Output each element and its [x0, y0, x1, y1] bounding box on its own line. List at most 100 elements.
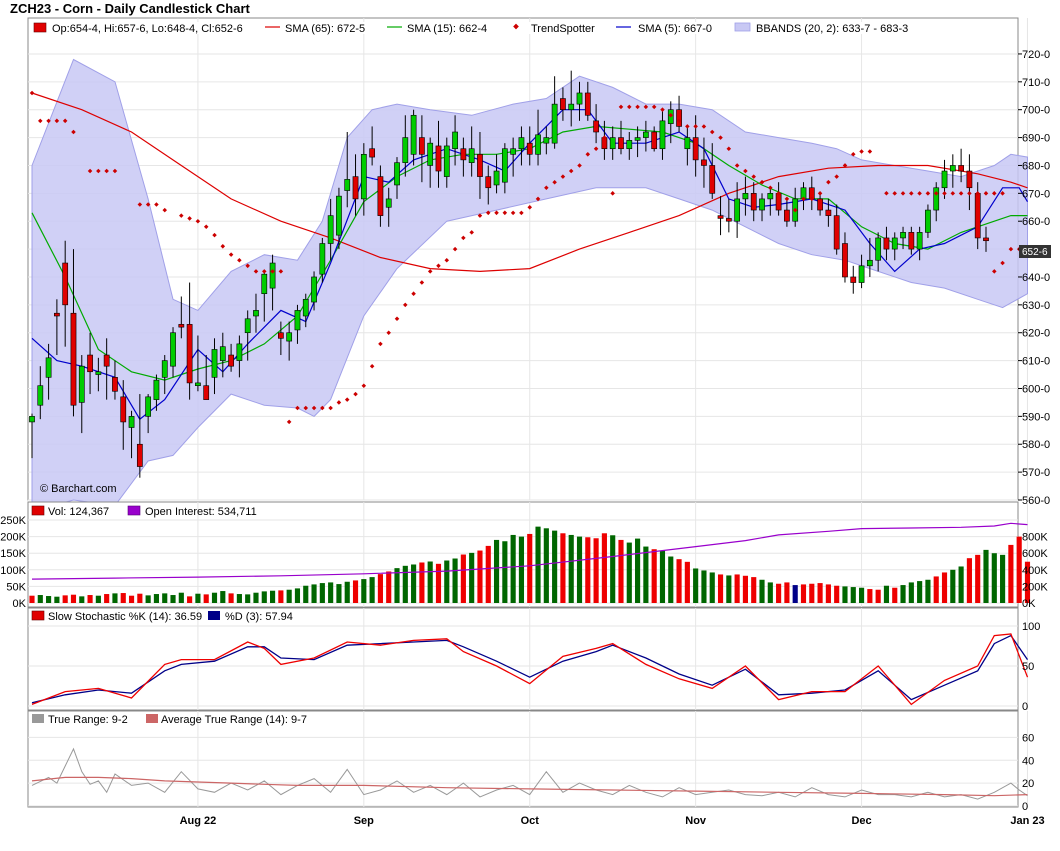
- candle-body: [103, 354, 110, 367]
- trendspotter-dot: [203, 224, 209, 230]
- candle-body: [560, 98, 566, 110]
- trendspotter-dot: [286, 419, 292, 425]
- trendspotter-dot: [245, 263, 250, 269]
- candle-body: [933, 187, 940, 211]
- candle-body: [170, 332, 176, 367]
- candle-body: [319, 243, 326, 275]
- candle-body: [402, 137, 409, 163]
- candle-body: [974, 193, 981, 239]
- true-range-tick-label: 40: [1022, 755, 1034, 767]
- true-range-tick-label: 0: [1022, 801, 1028, 813]
- ohlc-legend: Op:654-4, Hi:657-6, Lo:648-4, Cl:652-6: [52, 23, 243, 35]
- candle-body: [120, 396, 127, 423]
- volume-bar: [145, 595, 151, 603]
- trendspotter-dot: [311, 405, 317, 411]
- candle-body: [452, 131, 458, 150]
- trendspotter-dot: [693, 124, 698, 129]
- trendspotter-dot: [544, 185, 549, 191]
- candle-body: [725, 218, 732, 222]
- volume-axis-ticks: 0K 50K 100K 150K 200K 250K 0K 200K 400K 600K 800K: [0, 515, 1048, 610]
- price-tick-label: 630-0: [1022, 300, 1050, 312]
- volume-bar: [610, 535, 616, 603]
- trendspotter-dot: [801, 196, 806, 202]
- stochastic-panel-frame: [27, 607, 1019, 711]
- volume-bar: [319, 583, 325, 603]
- volume-bar: [236, 594, 242, 603]
- candle-body: [186, 324, 193, 384]
- trendspotter-dot: [104, 168, 109, 174]
- trendspotter-dot: [992, 191, 997, 196]
- trendspotter-dot: [386, 330, 391, 335]
- volume-bar: [120, 593, 126, 603]
- volume-bar: [211, 592, 218, 603]
- candle-body: [759, 198, 765, 211]
- candle-body: [568, 103, 575, 110]
- volume-bar: [552, 530, 558, 603]
- true-range-axis-ticks: 0 20 40 60: [1022, 732, 1034, 813]
- volume-bar: [178, 592, 184, 603]
- volume-bar: [245, 594, 251, 603]
- candle-body: [468, 148, 475, 163]
- candle-body: [203, 385, 210, 400]
- vol-legend: Vol: 124,367: [48, 506, 109, 518]
- volume-bar: [162, 593, 168, 603]
- volume-bar: [734, 574, 740, 603]
- volume-right-tick-label: 400K: [1022, 565, 1048, 577]
- trendspotter-dot: [369, 363, 375, 369]
- volume-bar: [975, 554, 981, 603]
- trendspotter-dot: [378, 341, 383, 347]
- candle-body: [45, 357, 52, 378]
- trendspotter-dot: [328, 405, 333, 411]
- trendspotter-dot: [411, 291, 416, 296]
- volume-bar: [452, 558, 458, 603]
- trendspotter-dot: [519, 210, 524, 216]
- price-tick-label: 700-0: [1022, 105, 1050, 117]
- volume-bar: [112, 593, 118, 603]
- last-price-badge: [1019, 245, 1051, 258]
- volume-bar: [402, 565, 408, 603]
- volume-bar: [477, 550, 483, 603]
- candle-body: [195, 382, 201, 386]
- volume-bar: [543, 528, 549, 603]
- candle-body: [219, 346, 226, 361]
- candle-body: [651, 131, 658, 150]
- candle-body: [734, 198, 741, 222]
- volume-bar: [809, 583, 815, 603]
- candle-body: [311, 276, 317, 303]
- bbands-legend: BBANDS (20, 2): 633-7 - 683-3: [756, 23, 908, 35]
- volume-bar: [261, 591, 267, 603]
- candle-body: [949, 165, 956, 172]
- candle-body: [294, 310, 301, 331]
- trendspotter-dot: [270, 269, 275, 274]
- volume-bar: [278, 590, 284, 603]
- oi-swatch: [127, 505, 141, 516]
- trendspotter-dot: [195, 218, 201, 224]
- candle-body: [153, 379, 160, 400]
- trendspotter-dot: [361, 383, 367, 388]
- trendspotter-legend: TrendSpotter: [531, 23, 595, 35]
- candlesticks: [29, 70, 989, 478]
- volume-left-tick-label: 100K: [0, 565, 26, 577]
- volume-bar: [518, 536, 525, 603]
- volume-bar: [883, 585, 890, 603]
- tr-legend: True Range: 9-2: [48, 714, 128, 726]
- trendspotter-dot: [568, 168, 574, 174]
- price-tick-label: 660-0: [1022, 216, 1050, 228]
- volume-right-tick-label: 600K: [1022, 548, 1048, 560]
- price-tick-label: 620-0: [1022, 328, 1050, 340]
- candle-body: [717, 215, 724, 219]
- volume-bar: [311, 584, 317, 603]
- price-tick-label: 610-0: [1022, 356, 1050, 368]
- sma65-line: [31, 92, 1028, 273]
- volume-bar: [576, 536, 583, 603]
- volume-bar: [228, 593, 234, 603]
- price-tick-label: 590-0: [1022, 411, 1050, 423]
- volume-bar: [784, 582, 790, 603]
- price-tick-label: 560-0: [1022, 495, 1050, 507]
- candle-body: [692, 137, 699, 161]
- candle-body: [419, 137, 425, 155]
- volume-bar: [709, 572, 715, 603]
- candle-body: [684, 137, 691, 150]
- candle-body: [410, 114, 417, 155]
- stoch-d-swatch: [208, 611, 220, 620]
